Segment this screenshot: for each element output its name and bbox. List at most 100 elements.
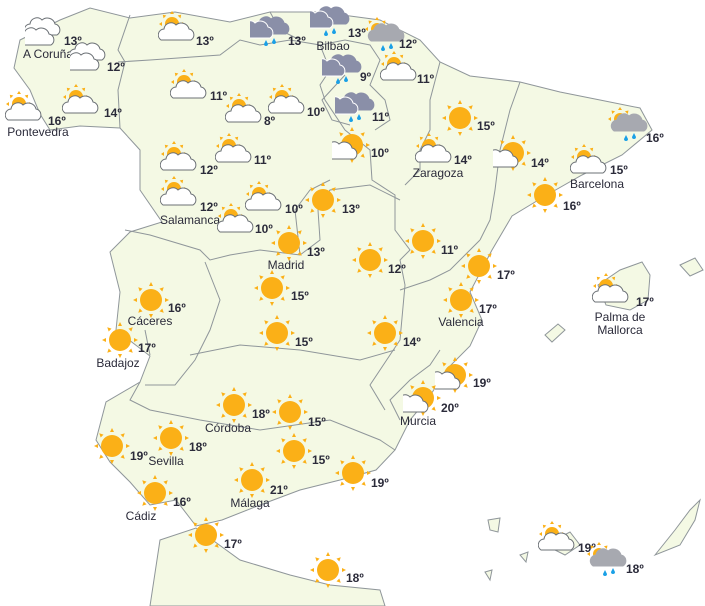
sun-icon <box>186 515 226 560</box>
temperature-label: 19º <box>130 449 148 463</box>
temperature-label: 10º <box>285 202 303 216</box>
temperature-label: 14º <box>454 153 472 167</box>
sun-icon <box>252 268 292 313</box>
temperature-label: 11º <box>417 72 435 86</box>
sun-icon <box>350 240 390 285</box>
temperature-label: 13º <box>196 34 214 48</box>
temperature-label: 20º <box>441 401 459 415</box>
temperature-label: 12º <box>388 262 406 276</box>
temperature-label: 9º <box>360 70 372 84</box>
sun-cloud-icon <box>159 140 200 185</box>
sun-icon <box>403 221 443 266</box>
city-label: Barcelona <box>569 177 625 191</box>
region-borders <box>117 11 521 451</box>
city-label: Madrid <box>267 258 305 272</box>
temperature-label: 17º <box>138 341 156 355</box>
city-label: Málaga <box>230 496 270 510</box>
temperature-label: 17º <box>479 302 497 316</box>
sun-cloud-icon <box>414 132 455 177</box>
temperature-label: 17º <box>224 537 242 551</box>
sun-cloud-icon <box>157 10 198 55</box>
canary-island-5 <box>484 569 493 582</box>
temperature-label: 18º <box>252 407 270 421</box>
sun-icon <box>333 453 373 498</box>
temperature-label: 15º <box>477 119 495 133</box>
temperature-label: 13º <box>307 245 325 259</box>
ibiza-island <box>544 323 566 343</box>
temperature-label: 16º <box>563 199 581 213</box>
temperature-label: 13º <box>288 34 306 48</box>
temperature-label: 11º <box>254 153 272 167</box>
temperature-label: 8º <box>264 114 276 128</box>
sun-icon <box>151 418 191 463</box>
temperature-label: 15º <box>295 335 313 349</box>
temperature-label: 19º <box>578 541 596 555</box>
sun-icon <box>459 246 499 291</box>
city-label: Córdoba <box>204 421 252 435</box>
sun-icon <box>131 280 171 325</box>
sun-icon <box>100 320 140 365</box>
sun-cloud-icon <box>591 272 632 317</box>
canary-island-1 <box>487 517 501 533</box>
temperature-label: 15º <box>312 453 330 467</box>
sun-cloud-icon <box>214 132 255 177</box>
temperature-label: 14º <box>531 156 549 170</box>
sun-cloud-icon <box>4 90 45 135</box>
temperature-label: 14º <box>403 335 421 349</box>
temperature-label: 11º <box>441 243 459 257</box>
city-label: Murcia <box>399 414 437 428</box>
sun-icon <box>232 460 272 505</box>
temperature-label: 15º <box>610 163 628 177</box>
sun-icon <box>270 392 310 437</box>
canary-island-3 <box>653 498 701 557</box>
sun-rain-icon <box>587 540 627 585</box>
temperature-label: 18º <box>626 562 644 576</box>
sun-icon <box>308 550 348 595</box>
temperature-label: 12º <box>107 60 125 74</box>
sun-icon <box>441 280 481 325</box>
sun-icon <box>365 313 405 358</box>
sun-icon <box>135 473 175 518</box>
temperature-label: 11º <box>372 110 390 124</box>
sun-rain-icon <box>365 15 405 60</box>
temperature-label: 15º <box>308 415 326 429</box>
sun-small-cloud-icon <box>320 125 372 170</box>
temperature-label: 12º <box>399 37 417 51</box>
temperature-label: 18º <box>346 571 364 585</box>
sun-small-cloud-icon <box>481 133 533 178</box>
city-label: Pontevedra <box>7 125 69 139</box>
temperature-label: 16º <box>168 301 186 315</box>
sun-icon <box>525 175 565 220</box>
menorca-island <box>679 257 704 277</box>
temperature-label: 10º <box>255 222 273 236</box>
temperature-label: 17º <box>497 268 515 282</box>
city-label: Salamanca <box>159 213 221 227</box>
sun-cloud-icon <box>169 68 210 113</box>
city-label: Zaragoza <box>412 166 464 180</box>
sun-cloud-icon <box>216 202 257 247</box>
city-label: Cáceres <box>127 314 173 328</box>
sun-icon <box>440 98 480 143</box>
sun-icon <box>274 431 314 476</box>
sun-icon <box>257 313 297 358</box>
temperature-label: 13º <box>342 202 360 216</box>
temperature-label: 16º <box>646 131 664 145</box>
temperature-label: 17º <box>636 295 654 309</box>
sun-cloud-icon <box>224 92 265 137</box>
sun-icon <box>269 223 309 268</box>
sun-cloud-icon <box>61 83 102 128</box>
city-label: Sevilla <box>148 454 184 468</box>
sun-rain-icon <box>608 105 648 150</box>
sun-icon <box>92 426 132 471</box>
temperature-label: 10º <box>371 146 389 160</box>
temperature-label: 19º <box>371 476 389 490</box>
temperature-label: 13º <box>348 26 366 40</box>
temperature-label: 19º <box>473 376 491 390</box>
temperature-label: 12º <box>200 163 218 177</box>
sun-cloud-icon <box>159 175 200 220</box>
sun-icon <box>214 385 254 430</box>
temperature-label: 11º <box>210 89 228 103</box>
temperature-label: 18º <box>189 440 207 454</box>
